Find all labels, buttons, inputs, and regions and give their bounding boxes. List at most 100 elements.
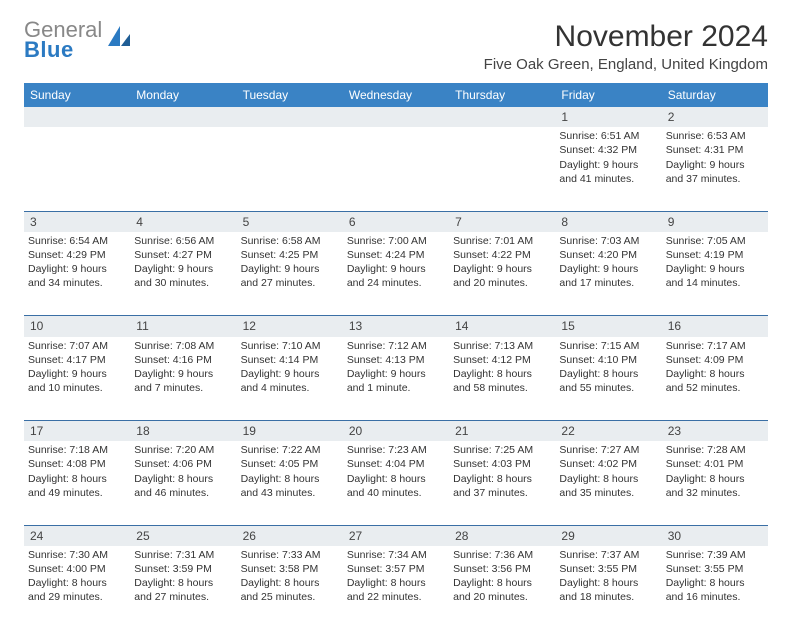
day2-text: and 22 minutes. xyxy=(347,590,445,604)
sunrise-text: Sunrise: 7:30 AM xyxy=(28,548,126,562)
day-cell xyxy=(343,127,449,211)
day-number: 20 xyxy=(343,421,449,442)
day2-text: and 1 minute. xyxy=(347,381,445,395)
day-cell: Sunrise: 7:39 AMSunset: 3:55 PMDaylight:… xyxy=(662,546,768,630)
day-cell: Sunrise: 7:27 AMSunset: 4:02 PMDaylight:… xyxy=(555,441,661,525)
day-number: 22 xyxy=(555,421,661,442)
sunset-text: Sunset: 4:02 PM xyxy=(559,457,657,471)
detail-row: Sunrise: 7:30 AMSunset: 4:00 PM Daylight:… xyxy=(24,546,768,630)
sunset-text: Sunset: 4:08 PM xyxy=(28,457,126,471)
day-number: 8 xyxy=(555,211,661,232)
day-cell xyxy=(237,127,343,211)
day1-text: Daylight: 9 hours xyxy=(347,367,445,381)
sunrise-text: Sunrise: 6:58 AM xyxy=(241,234,339,248)
day2-text: and 49 minutes. xyxy=(28,486,126,500)
sunset-text: Sunset: 4:25 PM xyxy=(241,248,339,262)
sunrise-text: Sunrise: 7:08 AM xyxy=(134,339,232,353)
day2-text: and 16 minutes. xyxy=(666,590,764,604)
day-cell: Sunrise: 7:08 AMSunset: 4:16 PMDaylight:… xyxy=(130,337,236,421)
day1-text: Daylight: 8 hours xyxy=(28,472,126,486)
daynum-row: 3456789 xyxy=(24,211,768,232)
day-cell xyxy=(449,127,555,211)
sunset-text: Sunset: 4:17 PM xyxy=(28,353,126,367)
day2-text: and 17 minutes. xyxy=(559,276,657,290)
day1-text: Daylight: 8 hours xyxy=(347,576,445,590)
sunset-text: Sunset: 4:06 PM xyxy=(134,457,232,471)
day-cell: Sunrise: 7:03 AMSunset: 4:20 PMDaylight:… xyxy=(555,232,661,316)
sunrise-text: Sunrise: 7:15 AM xyxy=(559,339,657,353)
day-cell: Sunrise: 7:31 AMSunset: 3:59 PMDaylight:… xyxy=(130,546,236,630)
weekday-header: Friday xyxy=(555,83,661,107)
day1-text: Daylight: 9 hours xyxy=(559,262,657,276)
day-cell: Sunrise: 7:33 AMSunset: 3:58 PMDaylight:… xyxy=(237,546,343,630)
day-number: 30 xyxy=(662,525,768,546)
day-number: 11 xyxy=(130,316,236,337)
page-title: November 2024 xyxy=(484,20,768,54)
day1-text: Daylight: 8 hours xyxy=(241,576,339,590)
sunset-text: Sunset: 3:55 PM xyxy=(559,562,657,576)
day-number: 23 xyxy=(662,421,768,442)
day-number: 26 xyxy=(237,525,343,546)
sunrise-text: Sunrise: 7:20 AM xyxy=(134,443,232,457)
day2-text: and 32 minutes. xyxy=(666,486,764,500)
day-cell: Sunrise: 7:10 AMSunset: 4:14 PMDaylight:… xyxy=(237,337,343,421)
sunrise-text: Sunrise: 7:31 AM xyxy=(134,548,232,562)
day2-text: and 46 minutes. xyxy=(134,486,232,500)
weekday-header-row: Sunday Monday Tuesday Wednesday Thursday… xyxy=(24,83,768,107)
sunset-text: Sunset: 3:56 PM xyxy=(453,562,551,576)
sunset-text: Sunset: 4:12 PM xyxy=(453,353,551,367)
day-cell: Sunrise: 7:36 AMSunset: 3:56 PMDaylight:… xyxy=(449,546,555,630)
day1-text: Daylight: 9 hours xyxy=(347,262,445,276)
day-number: 9 xyxy=(662,211,768,232)
day1-text: Daylight: 8 hours xyxy=(134,472,232,486)
day-number: 1 xyxy=(555,107,661,127)
day1-text: Daylight: 8 hours xyxy=(134,576,232,590)
sunrise-text: Sunrise: 7:01 AM xyxy=(453,234,551,248)
day-cell xyxy=(130,127,236,211)
day-number: 16 xyxy=(662,316,768,337)
sunrise-text: Sunrise: 7:27 AM xyxy=(559,443,657,457)
sunrise-text: Sunrise: 7:07 AM xyxy=(28,339,126,353)
sunset-text: Sunset: 4:10 PM xyxy=(559,353,657,367)
sunrise-text: Sunrise: 7:12 AM xyxy=(347,339,445,353)
day-cell: Sunrise: 7:12 AMSunset: 4:13 PMDaylight:… xyxy=(343,337,449,421)
day2-text: and 37 minutes. xyxy=(666,172,764,186)
day-number: 25 xyxy=(130,525,236,546)
day-number: 12 xyxy=(237,316,343,337)
day-number: 14 xyxy=(449,316,555,337)
day-number: 2 xyxy=(662,107,768,127)
day-cell: Sunrise: 7:30 AMSunset: 4:00 PMDaylight:… xyxy=(24,546,130,630)
day2-text: and 34 minutes. xyxy=(28,276,126,290)
weekday-header: Saturday xyxy=(662,83,768,107)
sunset-text: Sunset: 4:00 PM xyxy=(28,562,126,576)
day1-text: Daylight: 9 hours xyxy=(241,367,339,381)
sunrise-text: Sunrise: 7:10 AM xyxy=(241,339,339,353)
day-cell: Sunrise: 7:22 AMSunset: 4:05 PMDaylight:… xyxy=(237,441,343,525)
day-cell: Sunrise: 7:01 AMSunset: 4:22 PMDaylight:… xyxy=(449,232,555,316)
day1-text: Daylight: 8 hours xyxy=(559,367,657,381)
sunrise-text: Sunrise: 7:28 AM xyxy=(666,443,764,457)
day-number: 15 xyxy=(555,316,661,337)
day-number: 4 xyxy=(130,211,236,232)
day-cell: Sunrise: 7:00 AMSunset: 4:24 PMDaylight:… xyxy=(343,232,449,316)
day-number: 27 xyxy=(343,525,449,546)
day-cell: Sunrise: 7:23 AMSunset: 4:04 PMDaylight:… xyxy=(343,441,449,525)
day-cell: Sunrise: 7:05 AMSunset: 4:19 PMDaylight:… xyxy=(662,232,768,316)
sunset-text: Sunset: 4:31 PM xyxy=(666,143,764,157)
sail-icon xyxy=(106,24,132,55)
day-cell: Sunrise: 7:34 AMSunset: 3:57 PMDaylight:… xyxy=(343,546,449,630)
day-number: 10 xyxy=(24,316,130,337)
day1-text: Daylight: 8 hours xyxy=(453,472,551,486)
day-cell: Sunrise: 7:15 AMSunset: 4:10 PMDaylight:… xyxy=(555,337,661,421)
sunset-text: Sunset: 4:24 PM xyxy=(347,248,445,262)
day-number xyxy=(343,107,449,127)
day-number: 24 xyxy=(24,525,130,546)
day1-text: Daylight: 9 hours xyxy=(134,262,232,276)
weekday-header: Wednesday xyxy=(343,83,449,107)
sunset-text: Sunset: 3:57 PM xyxy=(347,562,445,576)
day-number: 28 xyxy=(449,525,555,546)
day2-text: and 29 minutes. xyxy=(28,590,126,604)
sunrise-text: Sunrise: 7:25 AM xyxy=(453,443,551,457)
day-number: 17 xyxy=(24,421,130,442)
day-number: 7 xyxy=(449,211,555,232)
